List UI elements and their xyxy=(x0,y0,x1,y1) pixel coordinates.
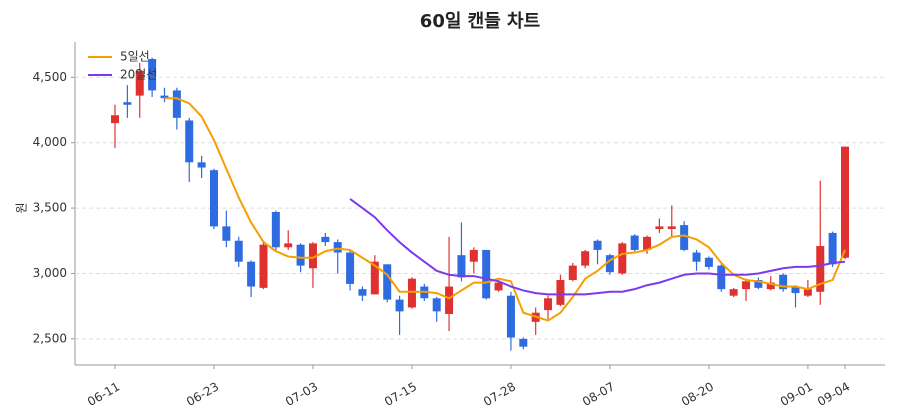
candle-body xyxy=(445,286,454,314)
x-tick-label: 07-03 xyxy=(283,379,320,409)
candle-body xyxy=(370,261,379,295)
candle-body xyxy=(321,236,330,243)
candle-body xyxy=(358,289,367,296)
candle-body xyxy=(222,226,231,241)
x-tick-label: 08-07 xyxy=(580,379,617,409)
x-tick-label: 07-28 xyxy=(481,379,518,409)
x-tick-label: 06-23 xyxy=(184,379,221,409)
legend: 5일선 20일선 xyxy=(88,50,157,82)
candle-body xyxy=(544,298,553,311)
candle-body xyxy=(729,289,738,296)
candle-body xyxy=(296,244,305,266)
candle-body xyxy=(135,70,144,96)
candle-body xyxy=(247,261,256,287)
candle-body xyxy=(742,281,751,290)
candle-body xyxy=(209,170,218,227)
candle-body xyxy=(346,252,355,284)
candle-body xyxy=(469,249,478,262)
candle-body xyxy=(482,249,491,299)
candle-body xyxy=(172,90,181,118)
y-tick-label: 3,000 xyxy=(33,266,67,280)
candle-body xyxy=(395,299,404,312)
candle-body xyxy=(333,242,342,253)
candle-body xyxy=(432,298,441,312)
candle-body xyxy=(704,257,713,267)
ma-line xyxy=(349,198,846,296)
x-tick-label: 09-04 xyxy=(815,379,852,409)
candle-body xyxy=(841,146,849,258)
candle-body xyxy=(593,240,602,250)
candle-body xyxy=(717,265,726,290)
candle-body xyxy=(754,280,763,288)
candle-body xyxy=(581,251,590,266)
candle-body xyxy=(160,95,169,99)
ma-line xyxy=(164,97,846,322)
candle-body xyxy=(506,295,515,338)
candle-body xyxy=(791,286,800,294)
candle-body xyxy=(779,274,788,290)
candle-body xyxy=(197,162,206,168)
candle-body xyxy=(655,226,664,229)
candle-body xyxy=(605,255,614,273)
legend-label: 20일선 xyxy=(120,68,157,82)
candle-body xyxy=(457,255,466,278)
candle-body xyxy=(234,240,243,262)
candle-body xyxy=(407,278,416,308)
candle-body xyxy=(630,235,639,250)
candle-body xyxy=(284,243,293,248)
y-tick-label: 4,500 xyxy=(33,70,67,84)
candle-body xyxy=(519,338,528,347)
y-tick-label: 4,000 xyxy=(33,135,67,149)
x-tick-label: 06-11 xyxy=(85,379,122,409)
candle-body xyxy=(308,243,317,269)
candle-body xyxy=(271,212,280,248)
candle-body xyxy=(618,243,627,274)
candle-body xyxy=(556,280,565,305)
candle-body xyxy=(568,265,577,280)
candle-body xyxy=(148,59,157,91)
candle-body xyxy=(123,102,132,105)
candle-body xyxy=(383,264,392,300)
x-tick-label: 09-01 xyxy=(778,379,815,409)
candle-body xyxy=(185,120,194,163)
candle-body xyxy=(766,282,775,290)
y-axis-label: 원 xyxy=(15,202,29,213)
candle-body xyxy=(494,282,503,291)
candle-body xyxy=(111,115,119,124)
y-tick-label: 2,500 xyxy=(33,331,67,345)
candle-body xyxy=(828,232,837,265)
candle-body xyxy=(643,236,652,250)
candle-body xyxy=(803,289,812,296)
chart-title: 60일 캔들 차트 xyxy=(420,11,540,32)
x-tick-label: 07-15 xyxy=(382,379,419,409)
candle-body xyxy=(680,225,689,250)
candle-body xyxy=(667,226,676,229)
candle-body xyxy=(816,246,825,292)
candle-body xyxy=(259,244,268,288)
x-tick-label: 08-20 xyxy=(679,379,716,409)
candle-body xyxy=(692,252,701,262)
y-tick-label: 3,500 xyxy=(33,201,67,215)
legend-label: 5일선 xyxy=(120,50,150,64)
